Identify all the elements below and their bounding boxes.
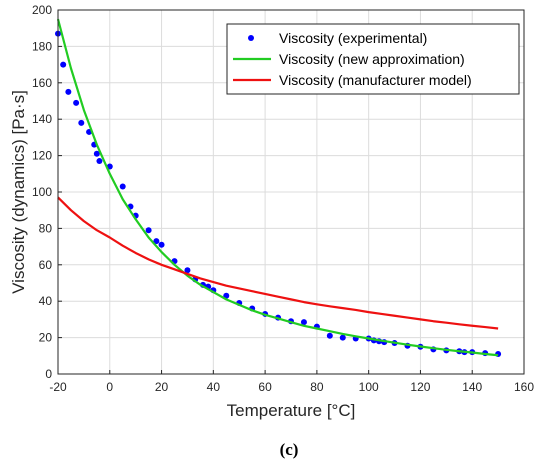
data-point bbox=[145, 227, 152, 234]
y-tick-label: 80 bbox=[39, 221, 53, 235]
legend-entry: Viscosity (experimental) bbox=[248, 30, 427, 46]
x-tick-label: 120 bbox=[410, 380, 430, 394]
y-axis-label: Viscosity (dynamics) [Pa·s] bbox=[9, 90, 28, 294]
legend: Viscosity (experimental) Viscosity (new a… bbox=[226, 23, 520, 95]
x-tick-label: 0 bbox=[106, 380, 113, 394]
series-2 bbox=[56, 18, 499, 357]
legend-box bbox=[226, 23, 520, 95]
x-tick-label: 160 bbox=[514, 380, 534, 394]
data-point bbox=[78, 119, 85, 126]
y-tick-label: 180 bbox=[32, 39, 52, 53]
x-tick-label: 20 bbox=[155, 380, 169, 394]
data-point bbox=[73, 99, 80, 106]
y-tick-label: 160 bbox=[32, 76, 52, 90]
legend-entry: Viscosity (new approximation) bbox=[233, 51, 465, 67]
legend-label: Viscosity (experimental) bbox=[279, 30, 427, 46]
data-point bbox=[119, 183, 126, 190]
data-point bbox=[93, 150, 100, 157]
x-tick-label: 80 bbox=[310, 380, 324, 394]
x-axis-label: Temperature [°C] bbox=[227, 401, 356, 420]
y-tick-label: 120 bbox=[32, 149, 52, 163]
data-point bbox=[184, 267, 191, 274]
x-tick-label: 40 bbox=[207, 380, 221, 394]
series-layer bbox=[55, 18, 502, 357]
x-tick-label: 140 bbox=[462, 380, 482, 394]
legend-marker bbox=[248, 35, 254, 41]
legend-label: Viscosity (manufacturer model) bbox=[279, 72, 472, 88]
x-tick-label: -20 bbox=[49, 380, 67, 394]
data-point bbox=[339, 334, 346, 341]
y-tick-label: 0 bbox=[45, 367, 52, 381]
legend-label: Viscosity (new approximation) bbox=[279, 51, 465, 67]
x-tick-label: 60 bbox=[258, 380, 272, 394]
series-3 bbox=[57, 196, 499, 330]
figure-caption: (c) bbox=[280, 440, 299, 459]
x-tick-label: 100 bbox=[359, 380, 379, 394]
y-tick-label: 40 bbox=[39, 294, 53, 308]
tick-layer: -20 0 20 40 60 80 100 120 140 1600204060801001201… bbox=[32, 3, 534, 394]
legend-entries: Viscosity (experimental) Viscosity (new a… bbox=[233, 30, 472, 88]
y-tick-label: 20 bbox=[39, 331, 53, 345]
data-point bbox=[158, 241, 165, 248]
series-1 bbox=[55, 30, 502, 357]
y-tick-label: 200 bbox=[32, 3, 52, 17]
y-tick-label: 100 bbox=[32, 185, 52, 199]
data-point bbox=[153, 238, 160, 245]
legend-entry: Viscosity (manufacturer model) bbox=[233, 72, 472, 88]
y-tick-label: 140 bbox=[32, 112, 52, 126]
y-tick-label: 60 bbox=[39, 258, 53, 272]
data-point bbox=[60, 61, 67, 68]
series-line bbox=[56, 18, 499, 357]
data-point bbox=[96, 158, 103, 165]
data-point bbox=[223, 292, 230, 299]
data-point bbox=[300, 319, 307, 326]
series-line bbox=[57, 196, 499, 330]
data-point bbox=[326, 332, 333, 339]
data-point bbox=[65, 88, 72, 95]
